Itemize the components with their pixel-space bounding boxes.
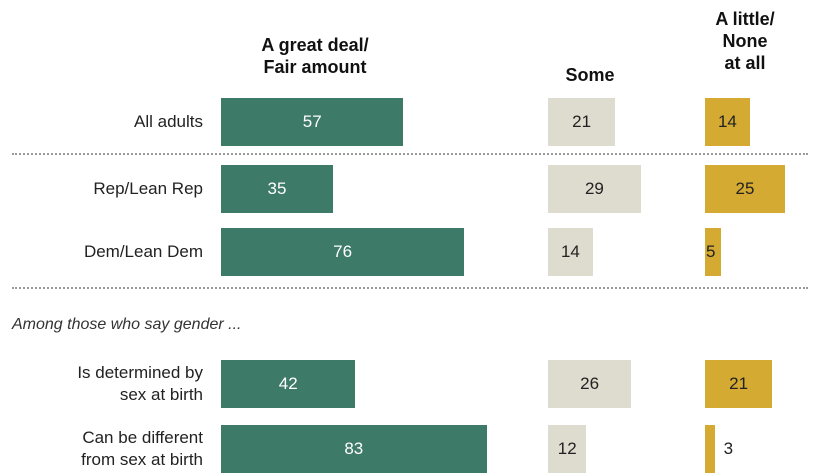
value-label-some: 14 bbox=[560, 242, 580, 261]
bar-some bbox=[548, 425, 587, 473]
bar-some bbox=[548, 228, 593, 276]
value-label-great-deal: 83 bbox=[344, 439, 364, 458]
row-label-line: Rep/Lean Rep bbox=[93, 179, 203, 198]
value-label-great-deal: 35 bbox=[267, 179, 287, 198]
bar-little-none bbox=[705, 425, 715, 473]
value-label-little-none: 25 bbox=[735, 179, 755, 198]
value-label-little-none: 21 bbox=[729, 374, 749, 393]
header-line: Fair amount bbox=[263, 57, 367, 77]
value-label-great-deal: 57 bbox=[302, 112, 322, 131]
header-great-deal: A great deal/ Fair amount bbox=[225, 34, 405, 78]
row-label-line: All adults bbox=[134, 112, 203, 131]
header-line: A little/ bbox=[715, 9, 775, 29]
header-line: at all bbox=[724, 53, 766, 73]
row-label: All adults bbox=[134, 111, 203, 133]
bar-little-none bbox=[705, 165, 785, 213]
group-note: Among those who say gender ... bbox=[12, 316, 242, 333]
row-label: Rep/Lean Rep bbox=[93, 178, 203, 200]
header-line: Some bbox=[565, 65, 615, 85]
bar-some bbox=[548, 360, 632, 408]
bar-great-deal bbox=[221, 98, 404, 146]
value-label-some: 12 bbox=[557, 439, 577, 458]
row-label: Can be different from sex at birth bbox=[81, 427, 203, 471]
bar-great-deal bbox=[221, 425, 487, 473]
value-label-great-deal: 42 bbox=[278, 374, 298, 393]
value-label-little-none: 3 bbox=[723, 439, 734, 458]
bar-little-none bbox=[705, 228, 721, 276]
separator-line bbox=[12, 153, 808, 155]
bar-great-deal bbox=[221, 228, 465, 276]
bar-great-deal bbox=[221, 165, 333, 213]
row-label: Dem/Lean Dem bbox=[84, 241, 203, 263]
header-little-none: A little/ None at all bbox=[690, 8, 800, 74]
header-line: None bbox=[722, 31, 768, 51]
separator-line bbox=[12, 287, 808, 289]
row-label-line: sex at birth bbox=[119, 385, 203, 404]
bar-some bbox=[548, 165, 641, 213]
row-label-line: Is determined by bbox=[77, 363, 203, 382]
header-some: Some bbox=[540, 64, 640, 86]
value-label-some: 26 bbox=[580, 374, 600, 393]
row-label: Is determined by sex at birth bbox=[77, 362, 203, 406]
bar-great-deal bbox=[221, 360, 356, 408]
bar-little-none bbox=[705, 360, 773, 408]
bar-little-none bbox=[705, 98, 750, 146]
header-line: A great deal/ bbox=[261, 35, 369, 55]
value-label-some: 29 bbox=[584, 179, 604, 198]
value-label-some: 21 bbox=[572, 112, 592, 131]
value-label-little-none: 5 bbox=[706, 242, 716, 261]
row-label-line: Dem/Lean Dem bbox=[83, 242, 203, 261]
value-label-little-none: 14 bbox=[717, 112, 737, 131]
row-label-line: from sex at birth bbox=[81, 450, 203, 469]
bar-some bbox=[548, 98, 616, 146]
row-label-line: Can be different bbox=[82, 428, 203, 447]
value-label-great-deal: 76 bbox=[333, 242, 353, 261]
